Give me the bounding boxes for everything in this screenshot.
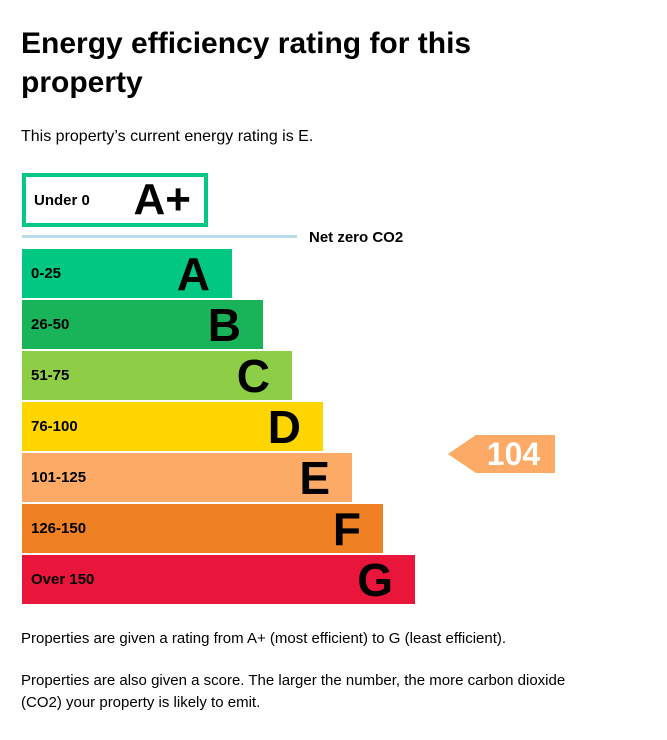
epc-band-a-plus: Under 0 A+ — [22, 173, 208, 227]
epc-band-f: 126-150 F — [22, 504, 383, 553]
epc-bands: 0-25 A 26-50 B 51-75 C 76-100 D 101-125 … — [22, 249, 415, 606]
band-letter: D — [267, 400, 301, 453]
net-zero-line — [22, 235, 297, 238]
epc-band-e: 101-125 E — [22, 453, 352, 502]
band-range-label: 126-150 — [31, 520, 87, 537]
band-range-label: Over 150 — [31, 571, 95, 588]
band-letter: A+ — [133, 175, 191, 224]
epc-band-a: 0-25 A — [22, 249, 232, 298]
score-explanation-text: Properties are also given a score. The l… — [21, 672, 566, 711]
band-letter: E — [299, 451, 330, 504]
band-letter: G — [357, 553, 393, 606]
band-letter: C — [236, 349, 270, 402]
current-score-marker: 104 — [448, 435, 555, 473]
band-letter: B — [207, 298, 241, 351]
band-range-label: 0-25 — [31, 265, 62, 282]
rating-explanation-text: Properties are given a rating from A+ (m… — [21, 630, 507, 647]
band-range-label: 76-100 — [31, 418, 78, 435]
band-range-label: 26-50 — [31, 316, 70, 333]
band-range-label: 101-125 — [31, 469, 87, 486]
current-rating-text: This property’s current energy rating is… — [21, 128, 314, 145]
band-letter: F — [332, 502, 361, 555]
current-score-value: 104 — [486, 436, 541, 472]
band-letter: A — [176, 247, 210, 300]
page-title: Energy efficiency rating for this proper… — [21, 27, 472, 99]
band-range-label: Under 0 — [34, 191, 90, 209]
epc-band-d: 76-100 D — [22, 402, 323, 451]
epc-band-g: Over 150 G — [22, 555, 415, 604]
epc-band-c: 51-75 C — [22, 351, 292, 400]
epc-band-b: 26-50 B — [22, 300, 263, 349]
band-range-label: 51-75 — [31, 367, 70, 384]
net-zero-label: Net zero CO2 — [309, 229, 404, 246]
